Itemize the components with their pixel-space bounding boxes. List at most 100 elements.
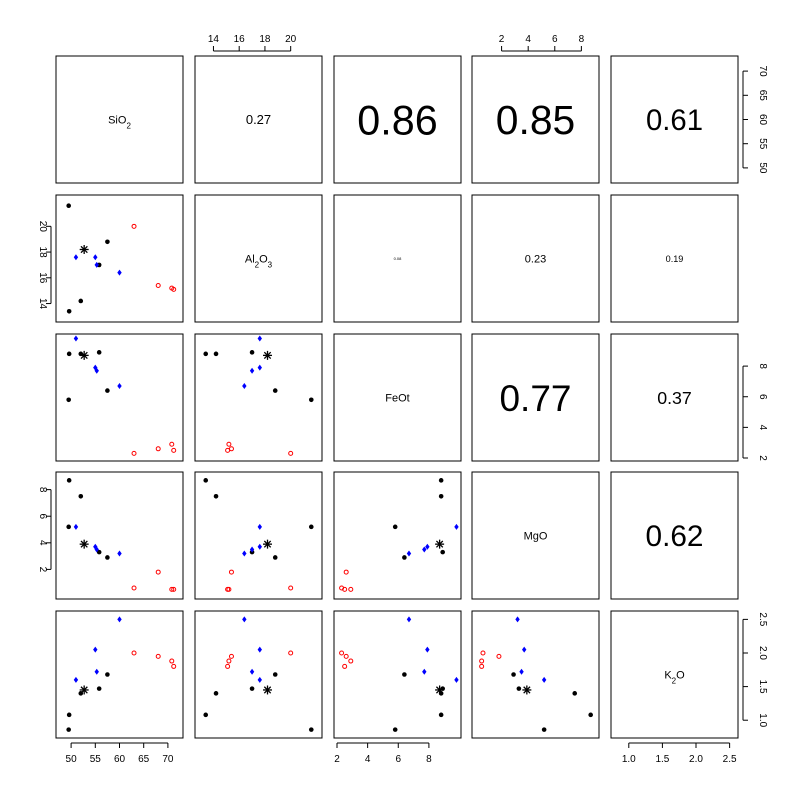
y-tick-label-K2O-1: 1.5 <box>757 680 768 694</box>
panel-frame-3-3 <box>471 471 600 600</box>
y-tick-label-SiO2-1: 55 <box>757 138 768 150</box>
point-4-0-6 <box>93 646 98 653</box>
panel-frame-4-3 <box>471 610 600 739</box>
point-1-0-9 <box>131 223 137 229</box>
point-3-1-6 <box>257 543 262 550</box>
point-3-0-4 <box>105 555 110 560</box>
point-3-2-0 <box>392 524 398 530</box>
point-4-3-9 <box>480 650 486 656</box>
panel-frame-2-2 <box>333 333 462 462</box>
point-4-3-7 <box>519 668 524 675</box>
point-1-0-0 <box>66 203 71 209</box>
point-4-3-12 <box>479 663 485 669</box>
y-tick-label-MgO-1: 4 <box>37 540 48 546</box>
point-3-2-13 <box>435 539 445 549</box>
point-1-0-10 <box>155 283 161 289</box>
panel-frame-1-2 <box>333 194 462 323</box>
y-tick-label-MgO-3: 8 <box>37 487 48 493</box>
point-4-3-0 <box>541 727 547 732</box>
panel-frame-4-2 <box>333 610 462 739</box>
point-3-2-1 <box>438 478 444 483</box>
point-2-0-0 <box>66 397 71 403</box>
panel-frame-0-1 <box>194 55 323 184</box>
point-4-3-4 <box>511 672 516 677</box>
point-4-3-1 <box>588 712 593 718</box>
x-tick-label-MgO-0: 2 <box>499 34 505 45</box>
point-3-1-8 <box>242 550 247 557</box>
point-3-0-8 <box>117 550 122 557</box>
point-4-2-7 <box>422 668 427 675</box>
panel-frame-4-4 <box>610 610 739 739</box>
x-tick-label-K2O-2: 2.0 <box>689 754 703 765</box>
point-4-1-0 <box>308 727 314 732</box>
x-tick-label-FeOt-1: 4 <box>365 754 371 765</box>
y-tick-label-SiO2-0: 50 <box>757 162 768 174</box>
x-tick-label-FeOt-0: 2 <box>334 754 340 765</box>
point-4-3-8 <box>515 616 520 623</box>
point-3-0-13 <box>79 539 89 549</box>
point-3-1-5 <box>257 523 262 530</box>
point-2-1-8 <box>242 383 247 390</box>
point-2-0-13 <box>79 350 89 360</box>
point-4-1-11 <box>226 658 232 664</box>
x-tick-label-MgO-1: 4 <box>525 34 531 45</box>
point-2-1-12 <box>225 447 231 453</box>
x-tick-label-Al2O3-3: 20 <box>285 34 297 45</box>
point-3-0-2 <box>78 493 84 499</box>
panel-frame-4-1 <box>194 610 323 739</box>
point-4-1-2 <box>213 691 219 696</box>
x-tick-label-Al2O3-1: 16 <box>234 34 246 45</box>
point-3-1-13 <box>263 539 273 549</box>
point-3-2-7 <box>422 546 427 553</box>
point-4-1-9 <box>288 650 294 656</box>
point-4-0-0 <box>66 727 71 732</box>
point-4-1-7 <box>249 668 255 675</box>
point-1-0-6 <box>93 254 98 261</box>
panel-frame-4-0 <box>55 610 184 739</box>
point-3-0-12 <box>171 586 177 592</box>
y-tick-label-FeOt-2: 6 <box>757 394 768 400</box>
point-3-0-3 <box>96 549 102 555</box>
point-4-3-3 <box>516 686 522 691</box>
point-3-1-0 <box>308 524 314 530</box>
point-3-2-2 <box>438 493 444 499</box>
point-3-0-0 <box>66 524 71 530</box>
y-tick-label-FeOt-0: 2 <box>757 455 768 461</box>
point-3-2-12 <box>342 586 348 592</box>
y-tick-label-Al2O3-1: 16 <box>37 272 48 284</box>
point-3-0-7 <box>94 546 99 553</box>
point-2-1-1 <box>203 351 209 357</box>
panel-frame-3-0 <box>55 471 184 600</box>
point-4-2-11 <box>348 658 354 664</box>
x-tick-label-FeOt-3: 8 <box>426 754 432 765</box>
point-4-1-3 <box>249 686 255 691</box>
point-2-1-7 <box>249 367 255 374</box>
point-3-1-10 <box>228 569 234 575</box>
point-3-0-10 <box>155 569 161 575</box>
point-3-1-1 <box>203 478 209 483</box>
panel-frame-3-1 <box>194 471 323 600</box>
correlation-label-0-3: 0.85 <box>496 97 575 143</box>
y-tick-label-SiO2-4: 70 <box>757 66 768 78</box>
panel-frame-2-0 <box>55 333 184 462</box>
x-tick-label-MgO-2: 6 <box>552 34 558 45</box>
point-2-1-0 <box>308 397 314 403</box>
point-3-0-11 <box>169 586 175 592</box>
y-tick-label-FeOt-1: 4 <box>757 425 768 431</box>
point-1-0-2 <box>78 298 84 304</box>
point-4-0-13 <box>79 685 89 695</box>
point-4-2-13 <box>435 685 445 695</box>
point-3-1-4 <box>272 555 278 560</box>
point-4-3-2 <box>572 691 578 696</box>
panel-frame-3-4 <box>610 471 739 600</box>
panel-frame-1-1 <box>194 194 323 323</box>
y-tick-label-MgO-2: 6 <box>37 513 48 519</box>
point-3-1-12 <box>225 586 231 592</box>
point-3-0-5 <box>73 523 79 530</box>
x-tick-label-Al2O3-2: 18 <box>259 34 271 45</box>
point-2-1-9 <box>288 450 294 456</box>
point-4-0-9 <box>131 650 137 656</box>
point-2-0-3 <box>96 350 102 355</box>
panel-frame-2-4 <box>610 333 739 462</box>
panel-frame-3-2 <box>333 471 462 600</box>
